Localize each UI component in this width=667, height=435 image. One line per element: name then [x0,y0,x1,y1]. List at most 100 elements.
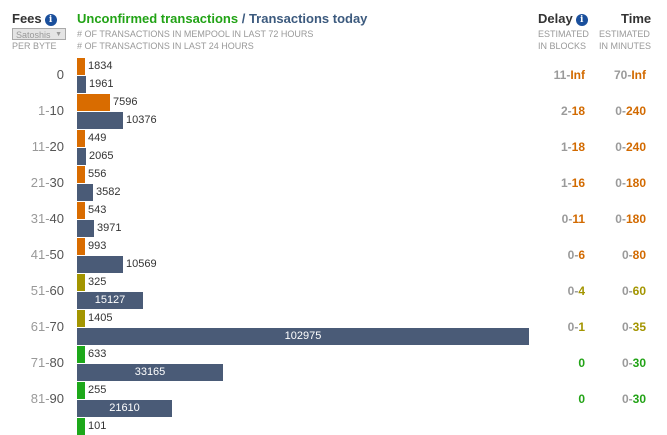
time-high: Inf [631,68,646,82]
fees-header: Fees i [12,11,57,26]
delay-low: 0 [567,248,575,262]
delay-high: 0 [578,356,585,370]
fee-range-low: 11- [31,139,50,154]
mempool-bar[interactable]: 633 [77,346,106,363]
mempool-bar-value: 993 [88,240,107,252]
subtitle-mempool: # OF TRANSACTIONS IN MEMPOOL IN LAST 72 … [77,29,314,39]
fee-range-label: 81-90 [12,391,64,406]
today-bar-value: 15127 [94,294,126,306]
delay-value: 0-11 [562,212,585,226]
fee-range-high: 10 [49,103,64,118]
info-icon[interactable]: i [44,14,57,26]
mempool-bar-value: 7596 [113,96,138,108]
chevron-down-icon: ▼ [55,31,62,38]
fee-range-label: 0 [12,67,64,82]
time-high: 30 [632,392,646,406]
today-bar[interactable]: 102975 [77,328,529,345]
fee-range-label: 11-20 [12,139,64,154]
time-low: 70 [613,68,628,82]
delay-value: 0 [578,356,585,370]
time-low: 0 [621,356,629,370]
delay-sub-line1: ESTIMATED [538,29,589,39]
fee-range-high: 30 [49,175,64,190]
delay-low: 1 [560,140,568,154]
delay-low: 2 [560,104,568,118]
fee-range-label: 21-30 [12,175,64,190]
delay-sub-line2: IN BLOCKS [538,41,587,51]
today-bar-value: 33165 [134,366,166,378]
delay-value: 11-Inf [554,68,585,82]
today-bar-value: 102975 [284,330,322,342]
time-value: 0-30 [622,392,646,406]
mempool-bar[interactable]: 993 [77,238,106,255]
time-high: 35 [632,320,646,334]
today-bar[interactable]: 10376 [77,112,157,129]
fee-range-high: 70 [49,319,64,334]
time-sub-line1: ESTIMATED [599,29,650,39]
time-sub-line2: IN MINUTES [599,41,652,51]
mempool-bar[interactable]: 7596 [77,94,137,111]
time-low: 0 [621,248,629,262]
delay-sub: ESTIMATED IN BLOCKS [538,28,589,52]
today-bar-value: 1961 [89,78,114,90]
time-sep: - [628,284,633,298]
fee-range-low: 51- [30,283,50,298]
mempool-bar[interactable]: 556 [77,166,106,183]
info-icon[interactable]: i [575,14,588,26]
delay-low: 1 [560,176,568,190]
delay-high: 16 [571,176,585,190]
time-high: 240 [625,140,646,154]
fee-range-low: 31- [30,211,50,226]
fee-range-label: 41-50 [12,247,64,262]
delay-header: Delay i [538,11,588,26]
mempool-bar[interactable]: 1834 [77,58,112,75]
today-bar-value: 10376 [126,114,157,126]
time-sep: - [627,68,632,82]
subtitle-last24: # OF TRANSACTIONS IN LAST 24 HOURS [77,41,254,51]
delay-sep: - [567,140,572,154]
fee-range-low: 71- [30,355,50,370]
delay-high: 18 [571,104,585,118]
per-byte-label: PER BYTE [12,41,57,51]
unit-select[interactable]: Satoshis ▼ [12,28,66,40]
chart-title: Unconfirmed transactions / Transactions … [77,11,367,26]
today-bar-value: 3582 [96,186,121,198]
delay-value: 1-18 [561,140,585,154]
today-bar[interactable]: 2065 [77,148,113,165]
fee-range-high: 90 [49,391,64,406]
mempool-bar[interactable]: 101 [77,418,106,435]
time-high: 80 [632,248,646,262]
today-bar[interactable]: 3971 [77,220,121,237]
time-high: 180 [625,212,646,226]
time-value: 0-180 [615,212,646,226]
today-bar[interactable]: 10569 [77,256,157,273]
fee-range-label: 31-40 [12,211,64,226]
mempool-bar[interactable]: 255 [77,382,106,399]
mempool-bar[interactable]: 543 [77,202,106,219]
today-bar[interactable]: 1961 [77,76,113,93]
time-low: 0 [615,104,622,118]
fee-range-high: 40 [49,211,64,226]
title-unconfirmed[interactable]: Unconfirmed transactions [77,11,239,26]
fee-range-label: 71-80 [12,355,64,370]
title-today[interactable]: Transactions today [248,11,368,26]
today-bar-value: 21610 [109,402,140,414]
today-bar[interactable]: 33165 [77,364,223,381]
unit-select-value: Satoshis [16,30,51,40]
delay-low: 0 [567,284,575,298]
time-value: 0-35 [622,320,646,334]
mempool-bar[interactable]: 449 [77,130,106,147]
mempool-bar-value: 556 [88,168,107,180]
mempool-bar[interactable]: 325 [77,274,106,291]
fee-range-label: 51-60 [12,283,64,298]
today-bar[interactable]: 3582 [77,184,120,201]
delay-value: 0-4 [568,284,585,298]
time-sep: - [621,140,626,154]
delay-value: 1-16 [561,176,585,190]
delay-sep: - [574,248,579,262]
delay-value: 0 [578,392,585,406]
today-bar[interactable]: 15127 [77,292,143,309]
today-bar[interactable]: 21610 [77,400,172,417]
delay-sep: - [567,176,572,190]
mempool-bar[interactable]: 1405 [77,310,112,327]
